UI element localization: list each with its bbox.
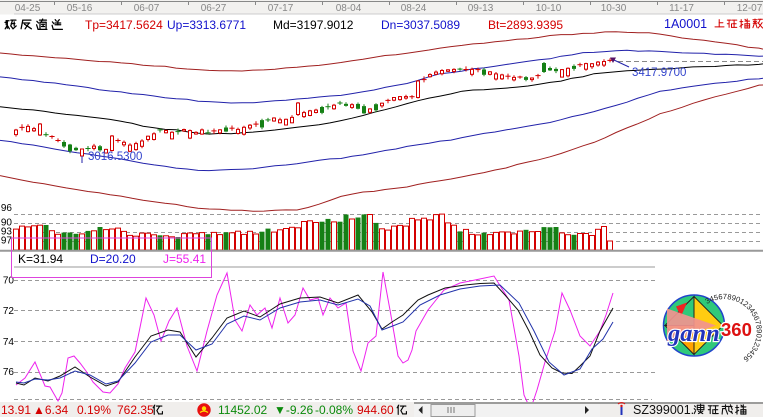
svg-text:360: 360 <box>721 319 752 340</box>
svg-text:SZ399001.: SZ399001. <box>633 403 694 417</box>
svg-text:3016.5300: 3016.5300 <box>88 151 142 163</box>
svg-text:04-25: 04-25 <box>15 3 41 14</box>
svg-text:D=20.20: D=20.20 <box>90 252 136 266</box>
svg-text:97: 97 <box>1 236 13 247</box>
svg-text:Up=3313.6771: Up=3313.6771 <box>167 18 246 32</box>
svg-text:74: 74 <box>3 337 15 348</box>
svg-text:72: 72 <box>3 306 15 317</box>
svg-text:Dn=3037.5089: Dn=3037.5089 <box>381 18 460 32</box>
svg-text:09-13: 09-13 <box>468 3 494 14</box>
svg-text:gann: gann <box>667 320 720 347</box>
svg-text:10-30: 10-30 <box>601 3 627 14</box>
svg-text:12-07: 12-07 <box>737 3 763 14</box>
svg-text:0.19%: 0.19% <box>77 403 111 417</box>
svg-text:gann: gann <box>667 320 720 347</box>
svg-text:07-17: 07-17 <box>268 3 294 14</box>
svg-text:Bt=2893.9395: Bt=2893.9395 <box>488 18 563 32</box>
svg-text:05-16: 05-16 <box>67 3 93 14</box>
svg-text:▲6.34: ▲6.34 <box>33 403 69 417</box>
svg-text:08-24: 08-24 <box>401 3 427 14</box>
svg-text:10-10: 10-10 <box>536 3 562 14</box>
svg-text:▼-9.26: ▼-9.26 <box>274 403 314 417</box>
svg-text:-0.08%: -0.08% <box>315 403 353 417</box>
svg-text:K=31.94: K=31.94 <box>18 252 63 266</box>
svg-text:96: 96 <box>1 203 13 214</box>
svg-text:06-27: 06-27 <box>201 3 227 14</box>
svg-text:762.35: 762.35 <box>117 403 154 417</box>
svg-text:J=55.41: J=55.41 <box>163 252 206 266</box>
svg-text:70: 70 <box>3 276 15 287</box>
svg-text:13.91: 13.91 <box>1 403 31 417</box>
svg-text:360: 360 <box>721 319 752 340</box>
svg-text:11-17: 11-17 <box>669 3 694 14</box>
svg-text:76: 76 <box>3 367 15 378</box>
svg-text:93: 93 <box>1 227 13 238</box>
svg-text:1A0001: 1A0001 <box>664 17 707 31</box>
svg-text:3417.9700: 3417.9700 <box>632 67 686 79</box>
svg-text:08-04: 08-04 <box>336 3 362 14</box>
svg-text:Tp=3417.5624: Tp=3417.5624 <box>85 18 163 32</box>
svg-text:06-07: 06-07 <box>134 3 160 14</box>
svg-text:944.60: 944.60 <box>357 403 394 417</box>
svg-text:11452.02: 11452.02 <box>218 403 267 417</box>
svg-text:Md=3197.9012: Md=3197.9012 <box>273 18 354 32</box>
svg-text:90: 90 <box>1 218 13 229</box>
